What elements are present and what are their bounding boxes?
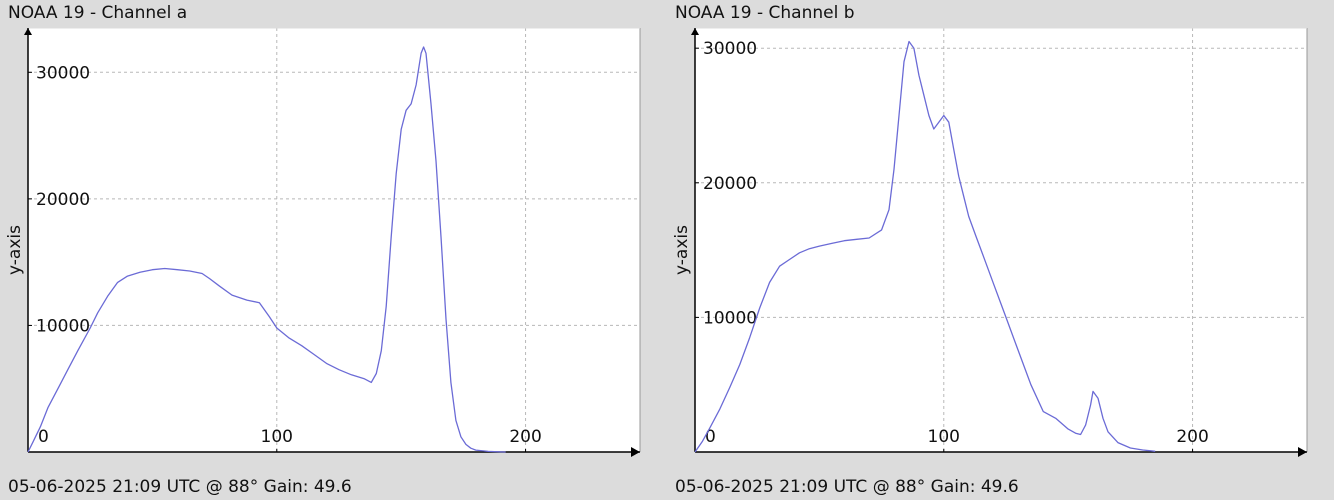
x-tick-label: 100 <box>928 427 960 447</box>
y-tick-label: 30000 <box>36 63 90 83</box>
x-tick-label: 0 <box>38 427 49 447</box>
chart-panel-a: 0 100 200 10000 20000 30000 y-axis NOAA 19 - C… <box>5 3 641 497</box>
x-tick-label: 200 <box>1176 427 1208 447</box>
chart-title: NOAA 19 - Channel a <box>8 3 188 23</box>
y-axis-label: y-axis <box>5 225 25 275</box>
x-axis-arrow <box>631 447 640 457</box>
status-footer: 05-06-2025 21:09 UTC @ 88° Gain: 49.6 <box>8 477 352 497</box>
plot-area <box>28 28 640 452</box>
x-tick-label: 0 <box>705 427 716 447</box>
y-axis-arrow <box>24 28 32 35</box>
y-tick-label: 10000 <box>36 316 90 336</box>
chart-title: NOAA 19 - Channel b <box>675 3 855 23</box>
x-tick-label: 100 <box>261 427 293 447</box>
status-footer: 05-06-2025 21:09 UTC @ 88° Gain: 49.6 <box>675 477 1019 497</box>
y-tick-label: 20000 <box>36 190 90 210</box>
y-axis-arrow <box>691 28 699 35</box>
y-tick-label: 10000 <box>703 308 757 328</box>
chart-a: 0 100 200 10000 20000 30000 y-axis <box>5 27 641 457</box>
series-line <box>27 46 506 453</box>
plot-area <box>695 28 1307 452</box>
x-tick-label: 200 <box>509 427 541 447</box>
y-tick-label: 30000 <box>703 39 757 59</box>
y-tick-label: 20000 <box>703 174 757 194</box>
chart-b: 0 100 200 10000 20000 30000 y-axis <box>672 27 1308 457</box>
series-line <box>694 40 1156 453</box>
x-axis-arrow <box>1298 447 1307 457</box>
y-axis-label: y-axis <box>672 225 692 275</box>
chart-panel-b: 0 100 200 10000 20000 30000 y-axis NOAA 19 - C… <box>667 0 1334 500</box>
